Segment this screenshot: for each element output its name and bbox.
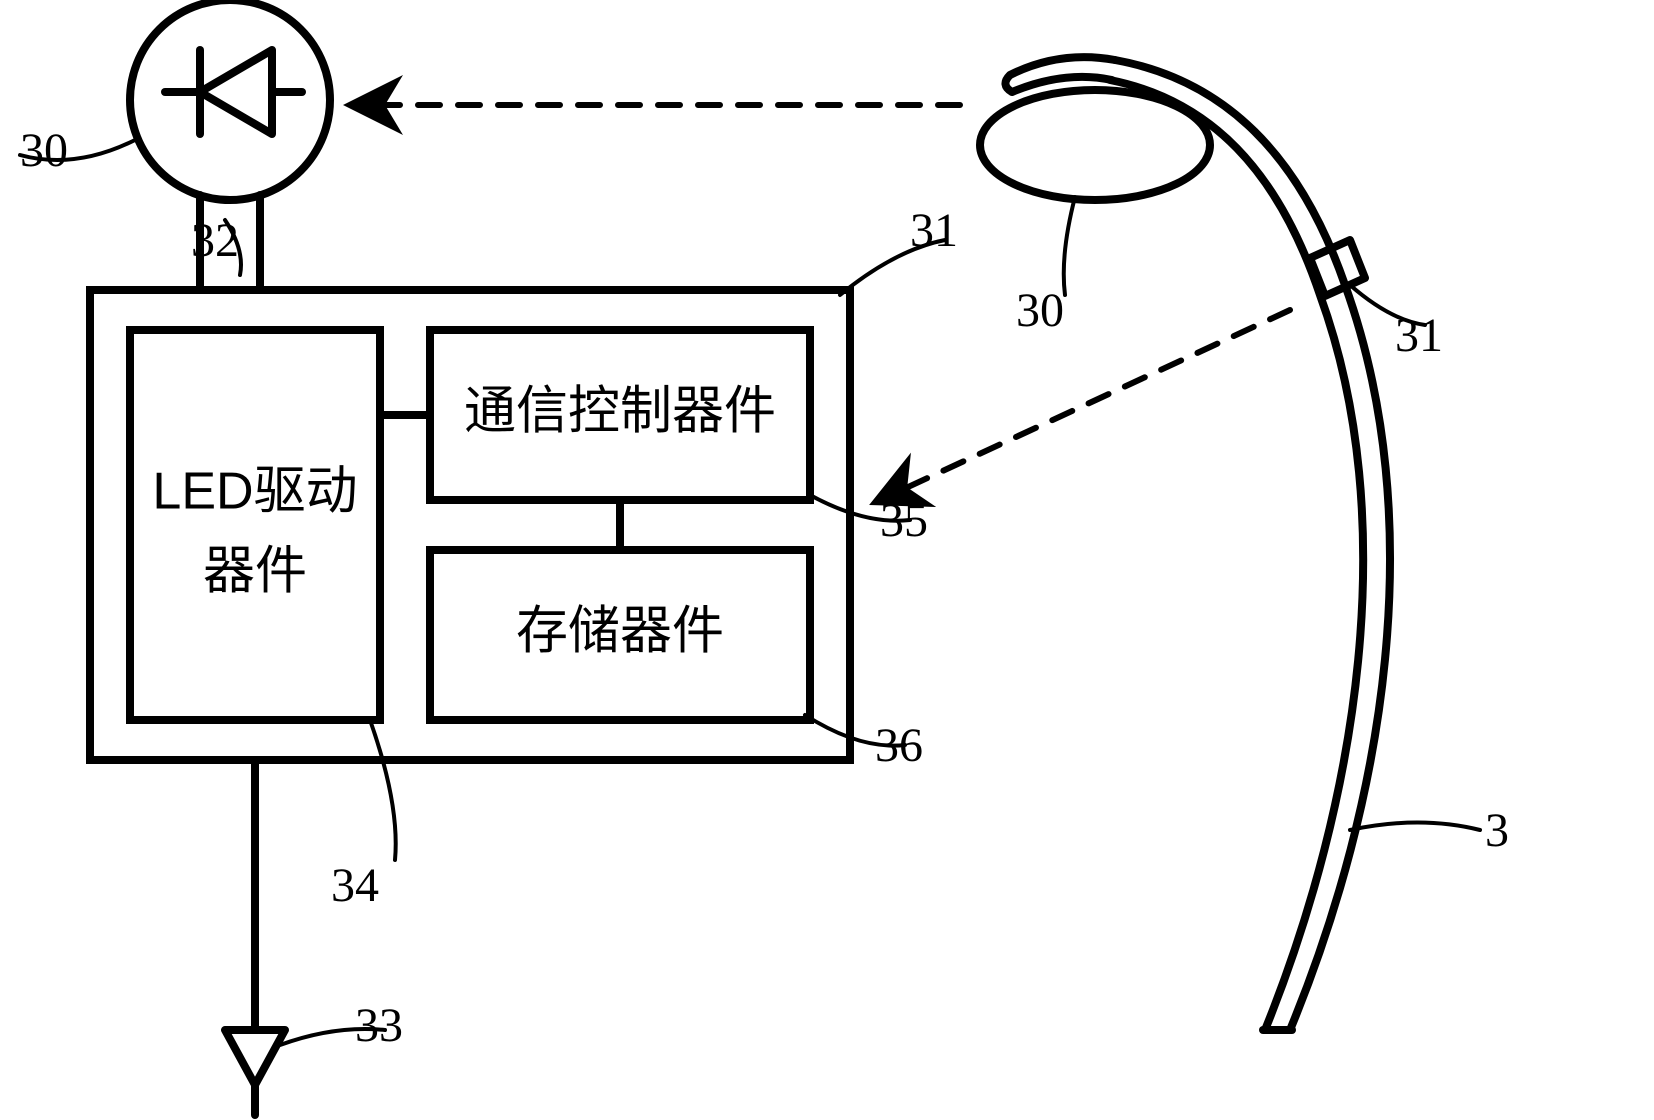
arrow-collar-to-box (880, 310, 1290, 500)
label-32: 32 (191, 214, 239, 267)
path-shape (1110, 80, 1363, 1030)
label-33: 33 (355, 999, 403, 1052)
lamp-head (980, 90, 1210, 200)
label-30-left: 30 (20, 124, 68, 177)
text-shape: LED驱动 (152, 463, 357, 521)
label-3: 3 (1485, 804, 1509, 857)
path-shape (225, 1030, 285, 1085)
label-31-right: 31 (1395, 309, 1443, 362)
path-shape (1350, 823, 1480, 831)
text-shape: 存储器件 (516, 603, 724, 661)
controller-box (90, 290, 850, 760)
path-shape (370, 720, 396, 860)
label-31-left: 31 (910, 204, 958, 257)
led-circle (130, 0, 330, 200)
path-shape (200, 50, 272, 134)
led-driver-block (130, 330, 380, 720)
path-shape (1064, 197, 1075, 295)
lamp-pole-outer (1115, 60, 1390, 1030)
text-shape: 器件 (203, 543, 307, 601)
label-34: 34 (331, 859, 379, 912)
label-36: 36 (875, 719, 923, 772)
label-35: 35 (880, 494, 928, 547)
label-30-right: 30 (1016, 284, 1064, 337)
text-shape: 通信控制器件 (464, 383, 776, 441)
